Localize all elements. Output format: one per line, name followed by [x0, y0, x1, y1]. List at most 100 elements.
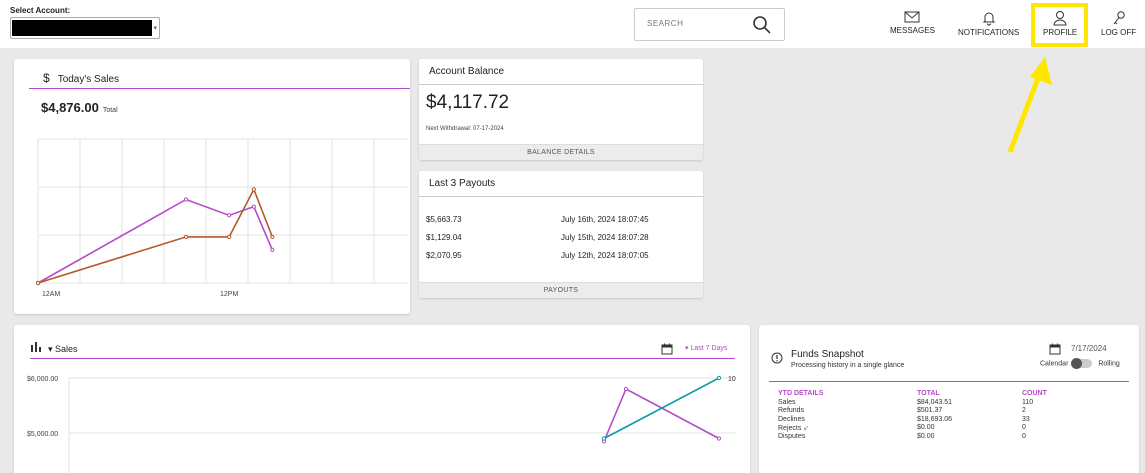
point-label: 10: [728, 376, 736, 383]
chart-grid: [69, 378, 736, 473]
table-row: Sales $84,043.51 110: [778, 398, 1047, 407]
row-count: 0: [1022, 424, 1047, 433]
calendar-icon[interactable]: [661, 343, 673, 355]
table-row: Rejects ↙ $0.00 0: [778, 424, 1047, 433]
account-redaction: [12, 20, 152, 36]
x-tick-label: 12AM: [42, 291, 60, 298]
todays-sales-series-line-2: [38, 189, 272, 283]
row-total: $0.00: [917, 424, 1022, 433]
payout-amount: $1,129.04: [426, 233, 462, 242]
row-total: $0.00: [917, 432, 1022, 441]
sales-dropdown[interactable]: ▾ Sales: [48, 344, 78, 355]
select-account-label: Select Account:: [10, 6, 70, 15]
next-withdrawal: Next Withdrawal: 07-17-2024: [426, 126, 504, 132]
todays-sales-title: Today's Sales: [58, 74, 119, 85]
funds-snapshot-card: Funds Snapshot Processing history in a s…: [759, 325, 1139, 473]
row-label: Sales: [778, 398, 917, 407]
toggle-right-label: Rolling: [1098, 360, 1119, 367]
sales-card: ▾ Sales ▾ Last 7 Days $6,000.00 $5,000.0…: [14, 325, 750, 473]
sales-data-point: [624, 387, 627, 390]
y-tick-label: $5,000.00: [27, 431, 58, 438]
last-payouts-card: Last 3 Payouts $5,663.73 July 16th, 2024…: [419, 171, 703, 298]
row-count: 0: [1022, 432, 1047, 441]
sales-chart: $6,000.00 $5,000.00 10: [14, 363, 750, 473]
sales-data-point: [717, 376, 720, 379]
bell-icon: [981, 10, 997, 26]
dollar-icon: $: [43, 71, 50, 85]
todays-sales-data-point: [252, 205, 255, 208]
x-tick-label: 12PM: [220, 291, 238, 298]
rejects-label: Rejects: [778, 425, 801, 432]
top-bar: Select Account: ▾ MESSAGES NOTIFICATIONS…: [0, 0, 1145, 48]
todays-sales-data-point: [184, 198, 187, 201]
envelope-icon: [904, 10, 920, 24]
payout-date: July 16th, 2024 18:07:45: [561, 215, 649, 224]
row-label: Rejects ↙: [778, 424, 917, 433]
nav-notifications-label: NOTIFICATIONS: [958, 28, 1019, 37]
search-box[interactable]: [634, 8, 785, 41]
funds-snapshot-subtitle: Processing history in a single glance: [791, 362, 904, 369]
calendar-rolling-toggle-row: Calendar Rolling: [1040, 359, 1120, 368]
payouts-button[interactable]: PAYOUTS: [419, 282, 703, 298]
calendar-icon[interactable]: [1049, 343, 1061, 355]
todays-sales-series-line-1: [38, 199, 272, 283]
todays-sales-chart: 12AM 12PM: [28, 119, 410, 304]
table-header-row: YTD DETAILS TOTAL COUNT: [778, 389, 1047, 398]
todays-sales-header: $ Today's Sales: [29, 71, 410, 89]
account-select[interactable]: ▾: [10, 17, 160, 39]
todays-sales-data-point: [228, 235, 231, 238]
range-dropdown[interactable]: ▾ Last 7 Days: [685, 344, 727, 352]
annotation-arrow: [1000, 55, 1060, 155]
todays-sales-data-point: [36, 281, 39, 284]
chart-grid: [38, 139, 408, 283]
nav-logoff[interactable]: LOG OFF: [1101, 10, 1136, 37]
bar-chart-icon: [30, 341, 42, 353]
row-total: $18,693.06: [917, 415, 1022, 424]
chevron-down-icon: ▾: [153, 24, 157, 32]
todays-sales-total: $4,876.00 Total: [41, 100, 118, 115]
search-input[interactable]: [647, 19, 747, 28]
todays-sales-data-point: [228, 214, 231, 217]
row-total: $84,043.51: [917, 398, 1022, 407]
column-header: YTD DETAILS: [778, 389, 917, 398]
search-icon[interactable]: [752, 15, 772, 35]
funds-snapshot-date: 7/17/2024: [1071, 344, 1107, 353]
todays-sales-card: $ Today's Sales $4,876.00 Total 12AM 12PM: [14, 59, 410, 314]
column-header: COUNT: [1022, 389, 1047, 398]
payout-amount: $5,663.73: [426, 215, 462, 224]
nav-notifications[interactable]: NOTIFICATIONS: [958, 10, 1019, 37]
table-row: Refunds $501.37 2: [778, 407, 1047, 416]
row-total: $501.37: [917, 407, 1022, 416]
profile-highlight-box: [1031, 3, 1088, 47]
funds-snapshot-title: Funds Snapshot: [791, 349, 864, 360]
info-icon: [771, 352, 783, 364]
key-icon: [1111, 10, 1127, 26]
row-count: 33: [1022, 415, 1047, 424]
sales-header: ▾ Sales ▾ Last 7 Days: [30, 340, 735, 359]
row-count: 110: [1022, 398, 1047, 407]
rejects-link-icon[interactable]: ↙: [803, 425, 809, 432]
nav-messages[interactable]: MESSAGES: [890, 10, 935, 35]
payout-date: July 15th, 2024 18:07:28: [561, 233, 649, 242]
table-row: Declines $18,693.06 33: [778, 415, 1047, 424]
toggle-knob: [1071, 358, 1082, 369]
divider: [419, 84, 703, 85]
sales-data-point: [717, 437, 720, 440]
account-balance-title: Account Balance: [429, 66, 504, 77]
toggle-left-label: Calendar: [1040, 360, 1068, 367]
account-balance-amount: $4,117.72: [426, 92, 509, 114]
todays-sales-data-point: [271, 248, 274, 251]
payout-date: July 12th, 2024 18:07:05: [561, 251, 649, 260]
balance-details-button[interactable]: BALANCE DETAILS: [419, 144, 703, 160]
todays-sales-data-point: [184, 235, 187, 238]
y-tick-label: $6,000.00: [27, 376, 58, 383]
calendar-rolling-toggle[interactable]: [1072, 359, 1092, 368]
todays-sales-data-point: [271, 235, 274, 238]
range-label: Last 7 Days: [690, 345, 727, 352]
ytd-details-table: YTD DETAILS TOTAL COUNT Sales $84,043.51…: [778, 389, 1047, 441]
sales-data-point: [602, 437, 605, 440]
column-header: TOTAL: [917, 389, 1022, 398]
row-label: Refunds: [778, 407, 917, 416]
todays-sales-total-label: Total: [103, 107, 118, 114]
todays-sales-total-amount: $4,876.00: [41, 100, 99, 115]
